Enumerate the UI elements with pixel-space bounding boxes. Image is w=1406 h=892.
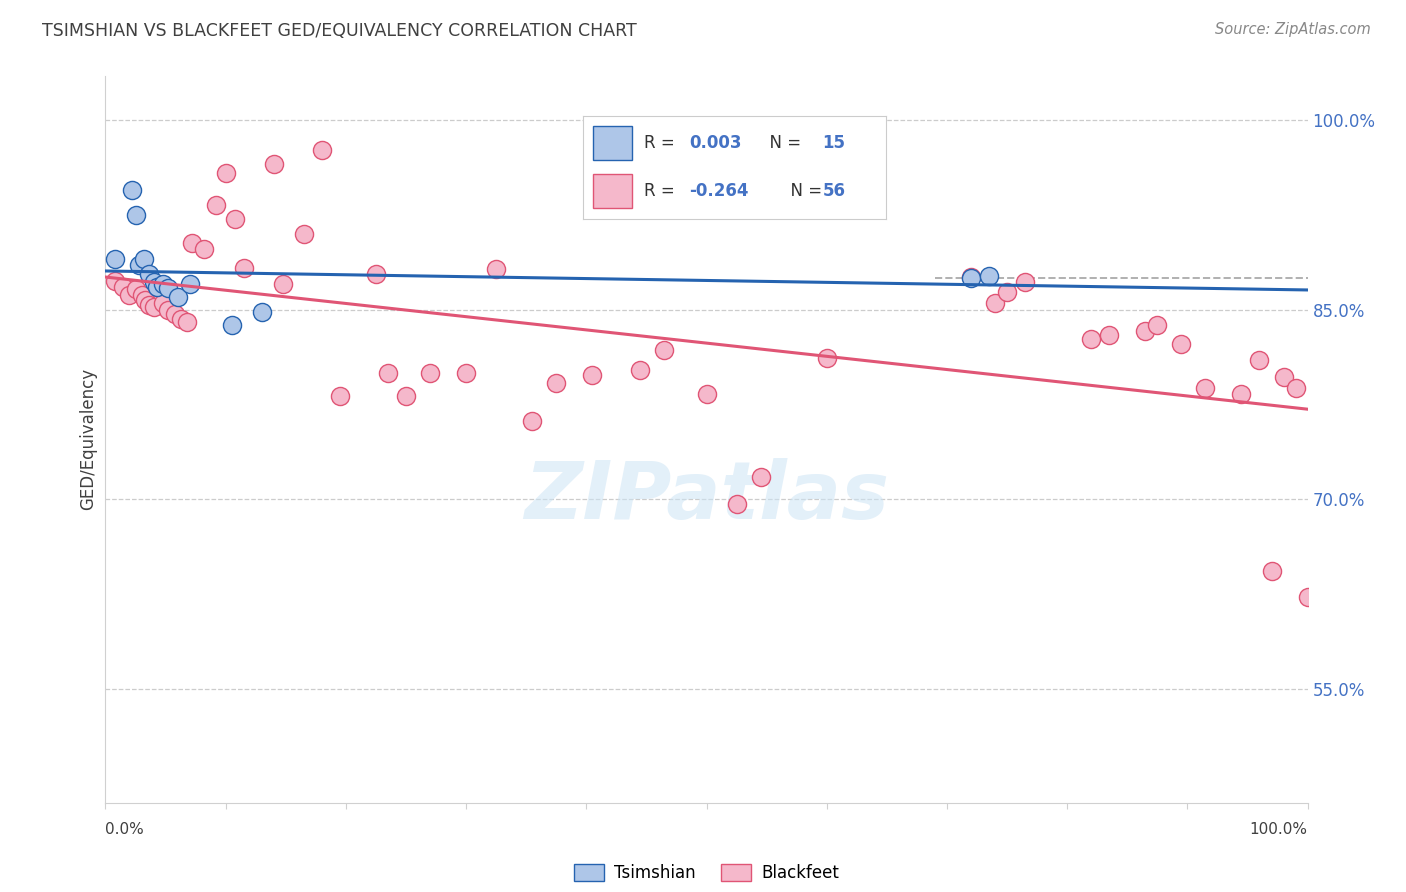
Text: TSIMSHIAN VS BLACKFEET GED/EQUIVALENCY CORRELATION CHART: TSIMSHIAN VS BLACKFEET GED/EQUIVALENCY C…	[42, 22, 637, 40]
Point	[1080, 332, 1102, 346]
Point	[581, 368, 603, 383]
Point	[138, 298, 160, 312]
Point	[546, 376, 568, 390]
Point	[179, 277, 201, 292]
Point	[1284, 381, 1306, 395]
Y-axis label: GED/Equivalency: GED/Equivalency	[79, 368, 97, 510]
Point	[104, 252, 127, 267]
Point	[273, 277, 295, 292]
Point	[377, 366, 399, 380]
Point	[1296, 590, 1319, 604]
Text: 100.0%: 100.0%	[1250, 822, 1308, 837]
Point	[124, 283, 146, 297]
Point	[118, 287, 141, 301]
Point	[156, 281, 179, 295]
Point	[214, 166, 236, 180]
Point	[112, 280, 135, 294]
Point	[1014, 275, 1036, 289]
Point	[134, 293, 156, 307]
Point	[128, 259, 150, 273]
Point	[984, 296, 1007, 310]
Point	[292, 227, 315, 241]
Point	[142, 275, 165, 289]
Point	[654, 343, 676, 358]
Point	[522, 414, 544, 428]
Point	[749, 469, 772, 483]
Text: 15: 15	[823, 134, 845, 153]
Point	[142, 300, 165, 314]
Point	[1135, 324, 1157, 338]
Point	[454, 366, 477, 380]
Point	[1249, 353, 1271, 368]
Text: 0.003: 0.003	[689, 134, 742, 153]
Point	[1272, 369, 1295, 384]
Point	[152, 277, 174, 292]
Legend: Tsimshian, Blackfeet: Tsimshian, Blackfeet	[568, 857, 845, 889]
Point	[395, 389, 418, 403]
Point	[146, 280, 169, 294]
Point	[165, 306, 187, 320]
Point	[124, 208, 146, 222]
Point	[1098, 328, 1121, 343]
Point	[250, 305, 273, 319]
Bar	[592, 175, 631, 208]
Point	[364, 268, 387, 282]
Point	[995, 285, 1018, 299]
Text: R =: R =	[644, 134, 681, 153]
Point	[232, 260, 254, 275]
Point	[146, 280, 169, 294]
Point	[329, 389, 352, 403]
Point	[485, 262, 508, 277]
Point	[205, 198, 228, 212]
Point	[419, 366, 441, 380]
Point	[1170, 336, 1192, 351]
Point	[815, 351, 838, 365]
Point	[181, 235, 204, 250]
Text: 0.0%: 0.0%	[105, 822, 145, 837]
Text: ZIPatlas: ZIPatlas	[524, 458, 889, 536]
Point	[1194, 381, 1216, 395]
Point	[104, 274, 127, 288]
Text: -0.264: -0.264	[689, 182, 749, 201]
Text: N =: N =	[780, 182, 827, 201]
Point	[138, 268, 160, 282]
Point	[221, 318, 243, 332]
Point	[960, 269, 983, 284]
Point	[1230, 387, 1253, 401]
Point	[176, 315, 198, 329]
Point	[1146, 318, 1168, 332]
Point	[132, 252, 155, 267]
Point	[696, 387, 718, 401]
Text: N =: N =	[759, 134, 806, 153]
Point	[311, 144, 333, 158]
Text: 56: 56	[823, 182, 845, 201]
Text: R =: R =	[644, 182, 681, 201]
Point	[156, 302, 179, 317]
Point	[224, 211, 246, 226]
Point	[131, 287, 153, 301]
Point	[977, 268, 1000, 283]
Point	[1260, 565, 1282, 579]
Point	[263, 157, 285, 171]
Point	[960, 271, 983, 285]
Point	[193, 242, 215, 256]
Text: Source: ZipAtlas.com: Source: ZipAtlas.com	[1215, 22, 1371, 37]
Point	[170, 311, 193, 326]
Point	[121, 183, 143, 197]
Point	[628, 363, 651, 377]
Point	[166, 290, 188, 304]
Point	[152, 296, 174, 310]
Bar	[592, 126, 631, 160]
Point	[725, 497, 748, 511]
